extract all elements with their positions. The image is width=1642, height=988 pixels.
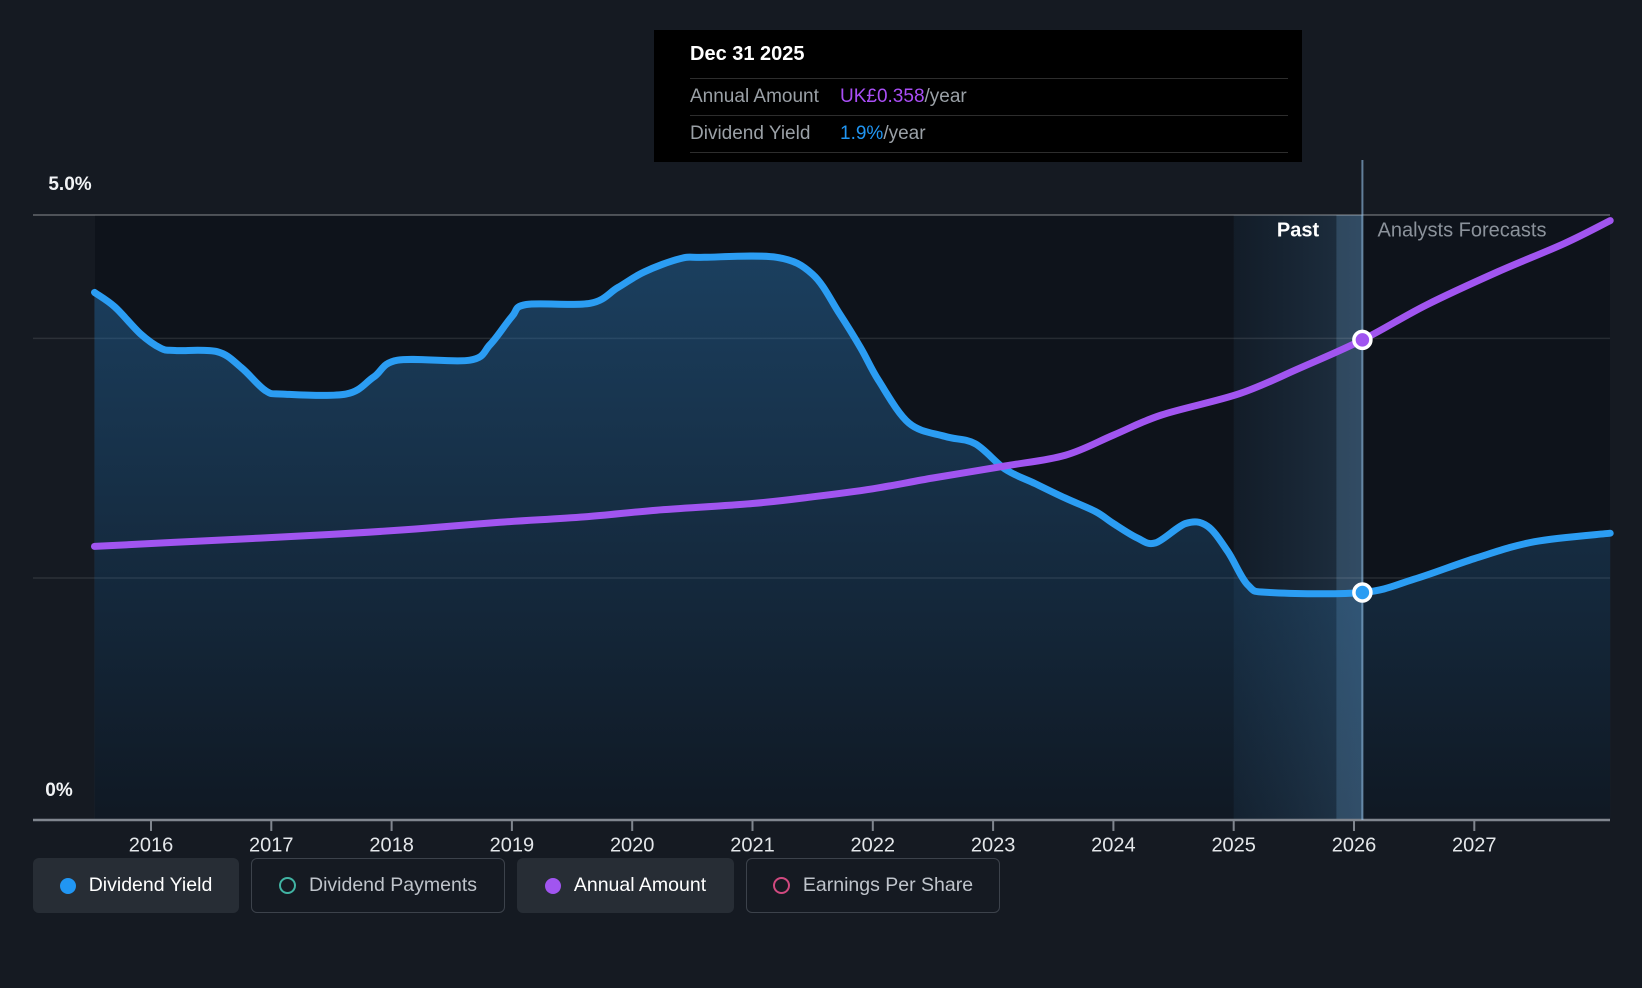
x-axis-label: 2022 <box>850 834 896 857</box>
tooltip-value: 1.9% <box>840 123 884 144</box>
x-axis-label: 2021 <box>730 834 775 857</box>
x-axis-label: 2024 <box>1091 834 1136 857</box>
legend-toggle-earnings-per-share[interactable]: Earnings Per Share <box>746 858 1000 913</box>
x-axis-label: 2027 <box>1452 834 1497 857</box>
tooltip-date: Dec 31 2025 <box>690 30 1288 79</box>
tooltip-suffix: /year <box>883 123 926 144</box>
dividend-yield-area <box>94 256 1611 821</box>
tooltip-label: Annual Amount <box>690 86 819 107</box>
y-axis-label-top: 5.0% <box>48 174 92 195</box>
dividend-payments-ring-icon <box>279 877 296 894</box>
tooltip-row-annual-amount: Annual Amount UK£0.358 /year <box>690 79 1288 116</box>
x-axis-label: 2026 <box>1331 834 1377 857</box>
tooltip-value: UK£0.358 <box>840 86 925 107</box>
tooltip-row-dividend-yield: Dividend Yield 1.9% /year <box>690 116 1288 153</box>
annual-amount-dot-icon <box>544 877 561 894</box>
x-axis-label: 2018 <box>369 834 414 857</box>
x-axis-label: 2017 <box>249 834 294 857</box>
x-axis-label: 2016 <box>128 834 174 857</box>
hover-markers <box>1352 329 1373 603</box>
x-axis-label: 2020 <box>609 834 655 857</box>
x-axis-label: 2019 <box>489 834 535 857</box>
dividend-yield-line <box>91 252 1614 598</box>
tooltip-suffix: /year <box>924 86 967 107</box>
past-label: Past <box>1276 219 1320 242</box>
analysts-forecasts-label: Analysts Forecasts <box>1377 219 1547 242</box>
legend-label: Annual Amount <box>573 874 707 896</box>
earnings-per-share-ring-icon <box>772 877 790 894</box>
legend-label: Dividend Payments <box>309 874 477 896</box>
legend-label: Earnings Per Share <box>802 874 974 896</box>
x-axis-label: 2023 <box>970 834 1016 857</box>
chart-tooltip: Dec 31 2025 Annual Amount UK£0.358 /year… <box>654 30 1302 162</box>
tooltip-label: Dividend Yield <box>690 123 811 144</box>
legend-label: Dividend Yield <box>88 874 213 896</box>
legend-toggle-dividend-yield[interactable]: Dividend Yield <box>33 858 239 913</box>
x-axis-label: 2025 <box>1211 834 1256 857</box>
dividend-yield-dot-icon <box>59 877 76 894</box>
legend-toggle-annual-amount[interactable]: Annual Amount <box>517 858 734 913</box>
annual-amount-line <box>91 217 1614 550</box>
x-axis-ticks <box>150 820 1476 831</box>
legend-toggle-dividend-payments[interactable]: Dividend Payments <box>251 858 505 913</box>
y-axis-label-zero: 0% <box>45 780 73 801</box>
